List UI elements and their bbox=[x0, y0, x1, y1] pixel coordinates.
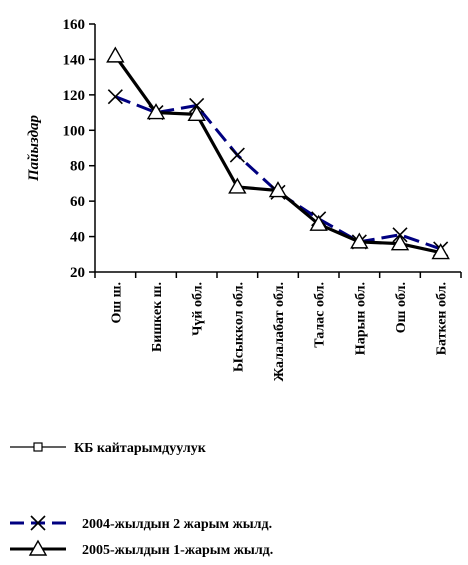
series-line bbox=[114, 54, 442, 255]
data-point-triangle-marker bbox=[431, 243, 450, 260]
data-point-triangle-marker bbox=[309, 214, 328, 231]
x-category-label: Баткен обл. bbox=[435, 282, 450, 355]
y-tick-label: 120 bbox=[63, 88, 86, 104]
x-categories: Ош ш. Бишкек ш. Чүй обл. Ысыккол обл. Жалала… bbox=[94, 272, 462, 381]
y-ticks: 20 40 60 80 100 120 140 160 bbox=[63, 17, 95, 281]
y-tick-label: 140 bbox=[63, 52, 86, 68]
y-axis-label: Пайыздар bbox=[26, 114, 42, 182]
data-point-triangle-marker bbox=[390, 234, 410, 251]
data-point-x-marker bbox=[107, 89, 123, 105]
data-point-triangle-marker bbox=[106, 46, 125, 63]
x-category-label: Ош обл. bbox=[394, 282, 409, 333]
legend: КБ кайтарымдуулук 2004-жылдын 2 жарым жыл… bbox=[10, 441, 273, 558]
data-point-triangle-marker bbox=[146, 103, 166, 120]
x-category-label: Нарын обл. bbox=[353, 282, 368, 355]
legend-label: КБ кайтарымдуулук bbox=[74, 441, 207, 456]
x-category-label: Ысыккол обл. bbox=[231, 282, 246, 372]
y-tick-label: 60 bbox=[70, 194, 85, 210]
legend-entry: КБ кайтарымдуулук bbox=[10, 441, 207, 456]
data-point-triangle-marker bbox=[268, 181, 288, 198]
data-point-x-marker bbox=[229, 147, 245, 163]
series-group bbox=[106, 46, 450, 260]
x-category-label: Чүй обл. bbox=[191, 282, 206, 336]
y-tick-label: 160 bbox=[63, 17, 86, 33]
data-point-triangle-marker bbox=[228, 177, 247, 194]
chart-axes bbox=[94, 24, 461, 273]
y-tick-label: 100 bbox=[63, 123, 86, 139]
data-point-x-marker bbox=[30, 515, 46, 531]
data-point-triangle-marker bbox=[28, 539, 48, 556]
data-point-triangle-marker bbox=[350, 232, 369, 249]
x-category-label: Жалалабат обл. bbox=[272, 282, 287, 381]
x-category-label: Бишкек ш. bbox=[150, 282, 165, 352]
legend-label: 2005-жылдын 1-жарым жылд. bbox=[82, 543, 273, 558]
y-tick-label: 20 bbox=[70, 265, 85, 281]
y-tick-label: 40 bbox=[70, 230, 85, 246]
data-point-square-marker bbox=[33, 442, 43, 452]
x-category-label: Талас обл. bbox=[313, 282, 328, 348]
legend-entry: 2004-жылдын 2 жарым жылд. bbox=[10, 515, 272, 532]
legend-label: 2004-жылдын 2 жарым жылд. bbox=[82, 517, 272, 532]
x-category-label: Ош ш. bbox=[109, 282, 124, 324]
series-line bbox=[114, 95, 442, 251]
y-tick-label: 80 bbox=[70, 159, 85, 175]
legend-entry: 2005-жылдын 1-жарым жылд. bbox=[10, 539, 273, 558]
data-point-triangle-marker bbox=[187, 104, 206, 122]
